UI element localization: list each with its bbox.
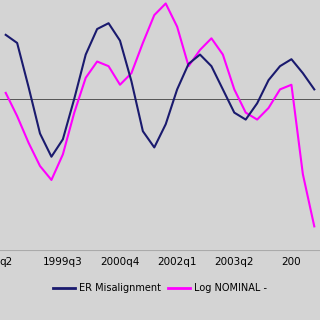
Legend: ER Misalignment, Log NOMINAL -: ER Misalignment, Log NOMINAL - [50,279,270,297]
